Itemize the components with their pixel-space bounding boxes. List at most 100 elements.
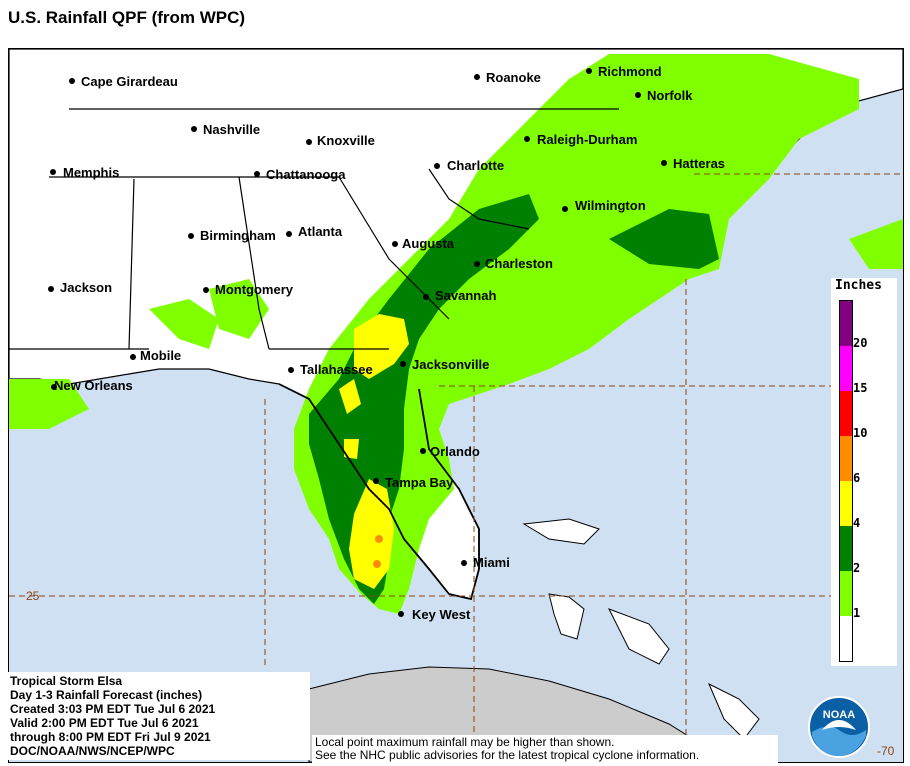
city-dot bbox=[635, 92, 641, 98]
legend-swatch-0 bbox=[840, 616, 852, 661]
rainfall-map: 25 Cape Girardeau Roanoke Richmond Norfo… bbox=[8, 48, 904, 763]
florida-coastline bbox=[278, 383, 480, 601]
city-label-charlotte: Charlotte bbox=[447, 158, 504, 173]
city-label-augusta: Augusta bbox=[402, 236, 455, 251]
city-dot bbox=[191, 126, 197, 132]
city-label-chattanooga: Chattanooga bbox=[266, 167, 346, 182]
city-dot bbox=[434, 163, 440, 169]
city-label-mobile: Mobile bbox=[140, 348, 181, 363]
city-dot bbox=[50, 169, 56, 175]
legend-swatch-4 bbox=[840, 481, 852, 526]
city-label-raleigh-durham: Raleigh-Durham bbox=[537, 132, 637, 147]
city-dot bbox=[130, 354, 136, 360]
city-dot bbox=[398, 611, 404, 617]
city-dot bbox=[586, 68, 592, 74]
forecast-info-box: Tropical Storm Elsa Day 1-3 Rainfall For… bbox=[8, 672, 310, 760]
city-dot bbox=[420, 448, 426, 454]
disclaimer-line-2: See the NHC public advisories for the la… bbox=[315, 748, 700, 762]
rain-area-1-2in-sw bbox=[9, 219, 903, 429]
city-dot bbox=[254, 171, 260, 177]
city-label-hatteras: Hatteras bbox=[673, 156, 725, 171]
city-label-montgomery: Montgomery bbox=[215, 282, 294, 297]
legend-swatch-10 bbox=[840, 391, 852, 436]
noaa-logo-icon: NOAA bbox=[808, 696, 870, 758]
city-dot bbox=[400, 361, 406, 367]
state-borders bbox=[9, 108, 619, 350]
lat-lon-grid bbox=[9, 173, 903, 762]
city-dot bbox=[188, 233, 194, 239]
city-dot bbox=[661, 160, 667, 166]
city-dot bbox=[423, 294, 429, 300]
city-label-charleston: Charleston bbox=[485, 256, 553, 271]
city-label-orlando: Orlando bbox=[430, 444, 480, 459]
city-label-norfolk: Norfolk bbox=[647, 88, 693, 103]
legend-color-bar bbox=[839, 300, 853, 662]
legend-swatch-6 bbox=[840, 436, 852, 481]
valid-start: Valid 2:00 PM EDT Tue Jul 6 2021 bbox=[10, 716, 199, 730]
city-dot bbox=[288, 367, 294, 373]
legend-swatch-1 bbox=[840, 571, 852, 616]
city-label-birmingham: Birmingham bbox=[200, 228, 276, 243]
rain-area-1-2in bbox=[294, 54, 859, 614]
city-label-knoxville: Knoxville bbox=[317, 133, 375, 148]
city-dot bbox=[203, 287, 209, 293]
city-label-memphis: Memphis bbox=[63, 165, 119, 180]
rain-area-4-6in-south bbox=[349, 479, 394, 589]
city-dot bbox=[524, 136, 530, 142]
lon-label-70: -70 bbox=[877, 744, 895, 758]
city-label-roanoke: Roanoke bbox=[486, 70, 541, 85]
city-label-nashville: Nashville bbox=[203, 122, 260, 137]
source-agency: DOC/NOAA/NWS/NCEP/WPC bbox=[10, 744, 175, 758]
city-label-tallahassee: Tallahassee bbox=[300, 362, 373, 377]
city-dot bbox=[562, 206, 568, 212]
lat-label-25: 25 bbox=[26, 589, 40, 603]
city-dot bbox=[474, 261, 480, 267]
city-label-savannah: Savannah bbox=[435, 288, 496, 303]
legend-label-2: 2 bbox=[853, 561, 861, 575]
map-canvas: 25 Cape Girardeau Roanoke Richmond Norfo… bbox=[9, 49, 903, 762]
storm-name: Tropical Storm Elsa bbox=[10, 674, 123, 688]
legend-label-15: 15 bbox=[853, 381, 868, 395]
legend-label-4: 4 bbox=[853, 516, 861, 530]
legend-swatch-20 bbox=[840, 301, 852, 346]
city-label-wilmington: Wilmington bbox=[575, 198, 646, 213]
legend-label-6: 6 bbox=[853, 471, 861, 485]
city-label-atlanta: Atlanta bbox=[298, 224, 343, 239]
city-dot bbox=[461, 560, 467, 566]
city-label-jacksonville: Jacksonville bbox=[412, 357, 489, 372]
legend-label-1: 1 bbox=[853, 606, 861, 620]
disclaimer-note: Local point maximum rainfall may be high… bbox=[312, 735, 778, 763]
bahamas-islands bbox=[522, 518, 760, 740]
forecast-description: Day 1-3 Rainfall Forecast (inches) bbox=[10, 688, 203, 702]
rain-area-6-10in-b bbox=[373, 560, 381, 568]
legend-title: Inches bbox=[835, 278, 882, 293]
city-dot bbox=[373, 478, 379, 484]
city-dot bbox=[306, 139, 312, 145]
city-dot bbox=[474, 74, 480, 80]
city-label-miami: Miami bbox=[473, 555, 510, 570]
noaa-logo-text: NOAA bbox=[823, 709, 855, 721]
rain-area-6-10in-a bbox=[375, 535, 383, 543]
legend-swatch-15 bbox=[840, 346, 852, 391]
city-label-key-west: Key West bbox=[412, 607, 471, 622]
city-dot bbox=[392, 241, 398, 247]
city-label-jackson: Jackson bbox=[60, 280, 112, 295]
legend-label-20: 20 bbox=[853, 336, 868, 350]
city-label-richmond: Richmond bbox=[598, 64, 662, 79]
rain-area-4-6in-north bbox=[339, 314, 409, 459]
city-label-cape-girardeau: Cape Girardeau bbox=[81, 74, 178, 89]
city-markers: Cape Girardeau Roanoke Richmond Norfolk … bbox=[48, 64, 725, 622]
city-dot bbox=[286, 231, 292, 237]
map-title: U.S. Rainfall QPF (from WPC) bbox=[8, 8, 246, 27]
city-dot bbox=[69, 78, 75, 84]
rain-area-2-4in bbox=[309, 194, 719, 604]
city-label-tampa-bay: Tampa Bay bbox=[385, 475, 454, 490]
city-label-new-orleans: New Orleans bbox=[54, 378, 133, 393]
city-dot bbox=[51, 384, 57, 390]
legend-label-10: 10 bbox=[853, 426, 868, 440]
created-time: Created 3:03 PM EDT Tue Jul 6 2021 bbox=[10, 702, 216, 716]
legend-swatch-2 bbox=[840, 526, 852, 571]
valid-end: through 8:00 PM EDT Fri Jul 9 2021 bbox=[10, 730, 211, 744]
disclaimer-line-1: Local point maximum rainfall may be high… bbox=[315, 735, 615, 749]
city-dot bbox=[48, 286, 54, 292]
